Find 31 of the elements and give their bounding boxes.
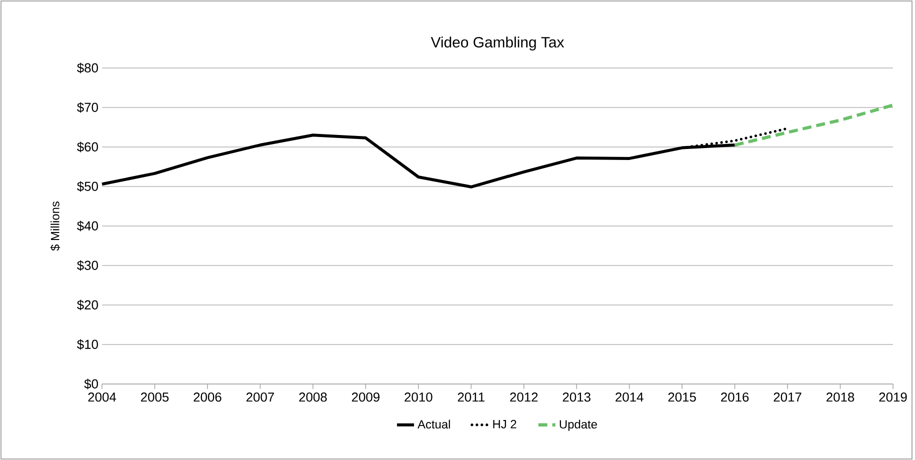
x-tick-label: 2009 — [352, 392, 380, 402]
legend-label: Actual — [418, 420, 450, 429]
legend-label: HJ 2 — [493, 420, 516, 428]
x-tick-label: 2018 — [826, 392, 854, 402]
y-tick-label: $40 — [77, 220, 98, 232]
x-tick-label: 2016 — [721, 392, 749, 402]
x-tick-label: 2019 — [879, 392, 907, 402]
y-axis-title: $ Millions — [50, 202, 60, 251]
y-tick-label: $50 — [77, 181, 98, 192]
x-tick-label: 2006 — [194, 392, 222, 402]
x-tick-label: 2015 — [668, 392, 696, 402]
y-tick-label: $30 — [77, 260, 98, 271]
line-series — [733, 104, 895, 147]
x-tick-label: 2013 — [562, 392, 590, 402]
y-tick-label: $70 — [77, 102, 98, 113]
x-tick-label: 2011 — [458, 392, 484, 402]
y-tick-label: $0 — [84, 378, 98, 390]
x-tick-label: 2007 — [246, 392, 274, 402]
y-tick-label: $10 — [77, 339, 98, 350]
x-tick-label: 2012 — [510, 392, 538, 402]
y-tick-label: $60 — [77, 142, 98, 152]
y-tick-label: $20 — [77, 300, 98, 310]
x-tick-label: 2014 — [616, 392, 644, 402]
x-tick-label: 2008 — [299, 392, 327, 402]
x-tick-label: 2005 — [140, 392, 169, 402]
x-tick-label: 2017 — [774, 392, 802, 402]
x-tick-label: 2010 — [404, 392, 432, 402]
chart-title: Video Gambling Tax — [430, 36, 564, 50]
legend-label: Update — [560, 420, 597, 431]
x-tick-label: 2004 — [88, 392, 116, 402]
y-tick-label: $80 — [77, 62, 98, 74]
